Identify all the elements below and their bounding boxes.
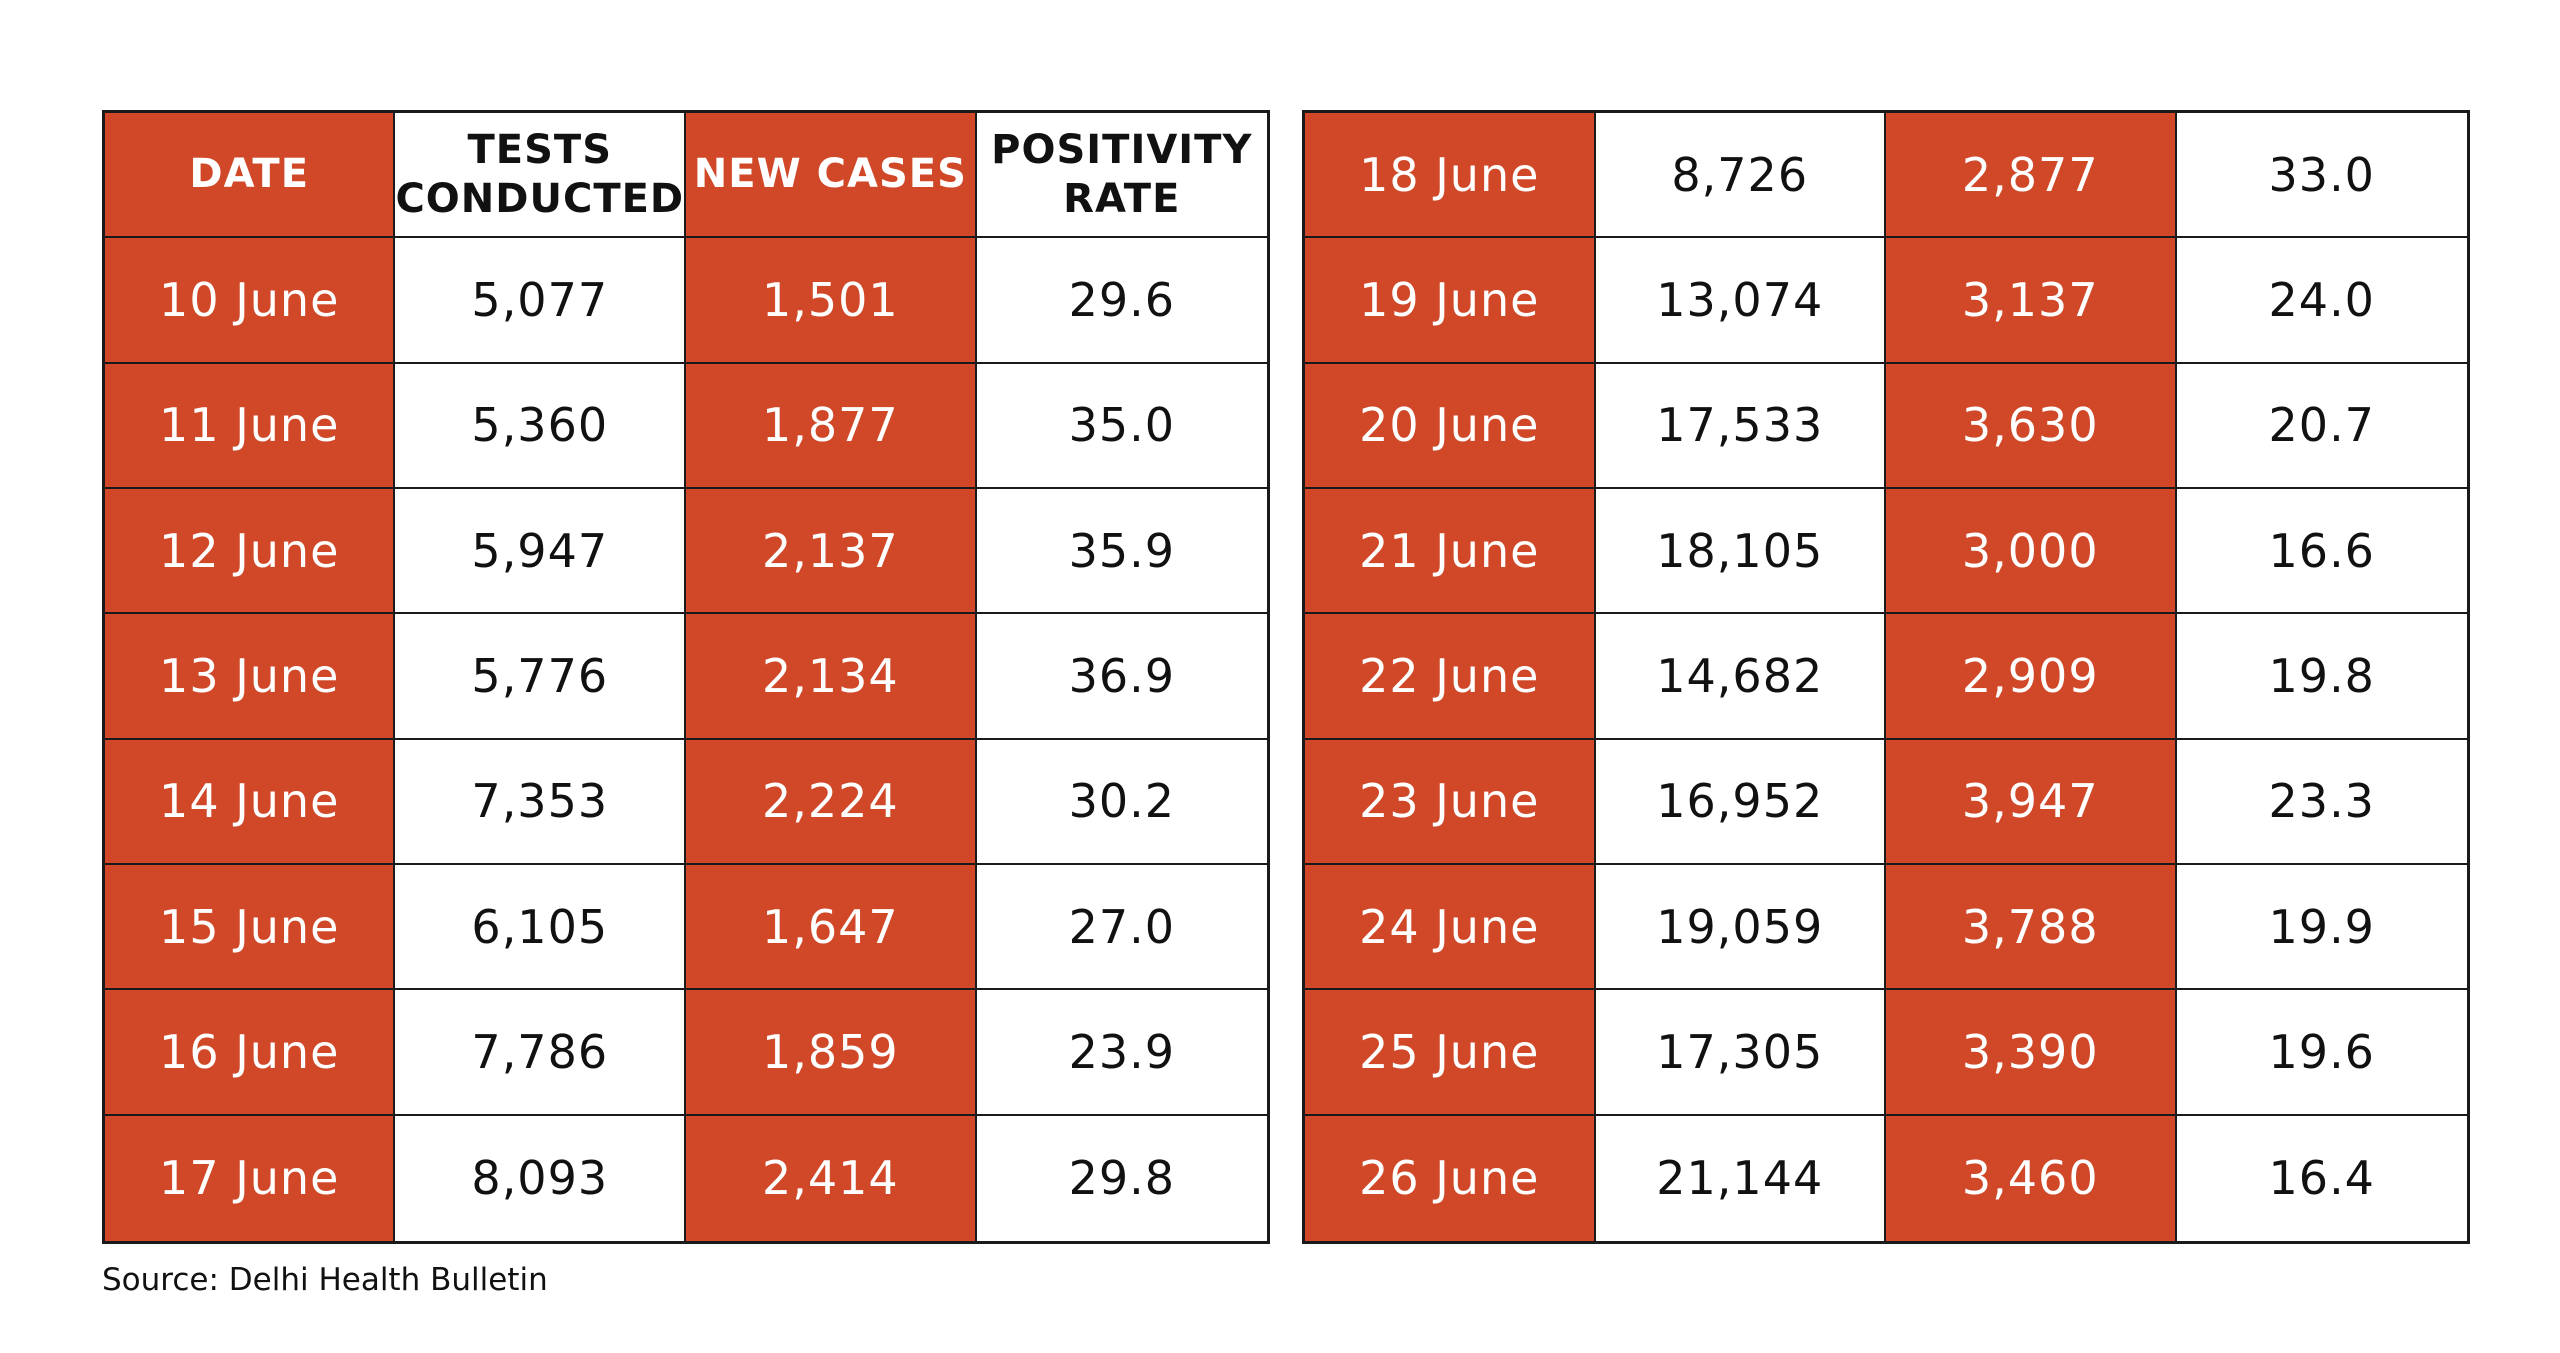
date-cell: 22 June xyxy=(1305,614,1596,740)
tests-cell: 14,682 xyxy=(1595,614,1886,740)
date-cell: 25 June xyxy=(1305,990,1596,1116)
positivity-cell: 19.6 xyxy=(2176,990,2467,1116)
tests-cell: 7,353 xyxy=(395,739,687,865)
new-cases-cell: 3,000 xyxy=(1886,489,2177,615)
new-cases-cell: 1,501 xyxy=(686,238,977,364)
date-cell: 13 June xyxy=(105,614,396,740)
tests-cell: 6,105 xyxy=(395,865,687,991)
new-cases-cell: 2,909 xyxy=(1886,614,2177,740)
new-cases-cell: 1,877 xyxy=(686,363,977,489)
header-label: POSITIVITY RATE xyxy=(991,126,1252,224)
header-cell: TESTS CONDUCTED xyxy=(395,113,687,239)
tests-cell: 8,726 xyxy=(1595,113,1886,239)
new-cases-cell: 3,390 xyxy=(1886,990,2177,1116)
new-cases-cell: 1,647 xyxy=(686,865,977,991)
tests-cell: 7,786 xyxy=(395,990,687,1116)
tests-cell: 5,077 xyxy=(395,238,687,364)
date-cell: 12 June xyxy=(105,489,396,615)
new-cases-cell: 2,224 xyxy=(686,739,977,865)
date-cell: 20 June xyxy=(1305,363,1596,489)
header-line: NEW CASES xyxy=(693,151,967,198)
header-line: DATE xyxy=(189,151,310,198)
data-table-left: DATE TESTS CONDUCTED NEW CASES POSITIVITY RAT… xyxy=(102,110,1270,1244)
header-line: TESTS xyxy=(467,126,613,173)
date-cell: 24 June xyxy=(1305,865,1596,991)
positivity-cell: 30.2 xyxy=(976,740,1267,865)
header-line: CONDUCTED xyxy=(395,175,685,222)
positivity-cell: 16.4 xyxy=(2268,1151,2375,1206)
header-label: TESTS CONDUCTED xyxy=(395,126,684,224)
tests-cell: 16,952 xyxy=(1595,739,1886,865)
tests-cell: 8,093 xyxy=(395,1115,687,1241)
positivity-cell: 23.9 xyxy=(976,990,1267,1116)
new-cases-cell: 2,134 xyxy=(686,614,977,740)
date-cell: 19 June xyxy=(1305,238,1596,364)
tests-cell: 17,305 xyxy=(1595,990,1886,1116)
date-cell: 15 June xyxy=(105,865,396,991)
new-cases-cell: 3,460 xyxy=(1886,1115,2177,1241)
positivity-cell: 33.0 xyxy=(2176,113,2467,239)
positivity-cell: 23.3 xyxy=(2176,740,2467,865)
tests-cell: 13,074 xyxy=(1595,238,1886,364)
new-cases-cell: 1,859 xyxy=(686,990,977,1116)
date-cell: 16 June xyxy=(105,990,396,1116)
positivity-cell: 29.8 xyxy=(1068,1151,1175,1206)
date-cell: 14 June xyxy=(105,739,396,865)
new-cases-cell: 2,414 xyxy=(686,1115,977,1241)
tests-cell: 5,776 xyxy=(395,614,687,740)
date-cell: 26 June xyxy=(1305,1115,1596,1241)
new-cases-cell: 3,788 xyxy=(1886,865,2177,991)
new-cases-cell: 3,947 xyxy=(1886,739,2177,865)
date-cell: 17 June xyxy=(105,1115,396,1241)
header-label: NEW CASES xyxy=(694,150,967,199)
header-cell: POSITIVITY RATE xyxy=(976,113,1267,239)
positivity-cell: 27.0 xyxy=(976,865,1267,991)
positivity-cell: 35.0 xyxy=(976,364,1267,489)
date-cell: 18 June xyxy=(1305,113,1596,239)
header-label: DATE xyxy=(189,150,309,199)
tests-cell: 5,360 xyxy=(395,363,687,489)
header-line: POSITIVITY xyxy=(991,126,1253,173)
positivity-cell: 20.7 xyxy=(2176,364,2467,489)
positivity-cell: 19.9 xyxy=(2176,865,2467,991)
positivity-cell: 16.6 xyxy=(2176,489,2467,615)
positivity-cell: 29.6 xyxy=(976,238,1267,364)
date-cell: 23 June xyxy=(1305,739,1596,865)
tests-cell: 19,059 xyxy=(1595,865,1886,991)
new-cases-cell: 2,137 xyxy=(686,489,977,615)
tests-cell: 17,533 xyxy=(1595,363,1886,489)
date-cell: 11 June xyxy=(105,363,396,489)
new-cases-cell: 2,877 xyxy=(1886,113,2177,239)
date-cell: 21 June xyxy=(1305,489,1596,615)
new-cases-cell: 3,137 xyxy=(1886,238,2177,364)
positivity-cell: 36.9 xyxy=(976,614,1267,740)
tests-cell: 18,105 xyxy=(1595,489,1886,615)
tests-cell: 5,947 xyxy=(395,489,687,615)
tests-cell: 21,144 xyxy=(1596,1115,1886,1241)
date-cell: 10 June xyxy=(105,238,396,364)
data-table-right: 18 June 8,726 2,877 33.0 19 June 13,074 3,137 2… xyxy=(1302,110,2470,1244)
positivity-cell: 19.8 xyxy=(2176,614,2467,740)
header-line: RATE xyxy=(1063,175,1181,222)
source-note: Source: Delhi Health Bulletin xyxy=(102,1262,548,1298)
header-cell: DATE xyxy=(105,113,396,239)
positivity-cell: 24.0 xyxy=(2176,238,2467,364)
positivity-cell: 35.9 xyxy=(976,489,1267,615)
new-cases-cell: 3,630 xyxy=(1886,363,2177,489)
header-cell: NEW CASES xyxy=(686,113,977,239)
